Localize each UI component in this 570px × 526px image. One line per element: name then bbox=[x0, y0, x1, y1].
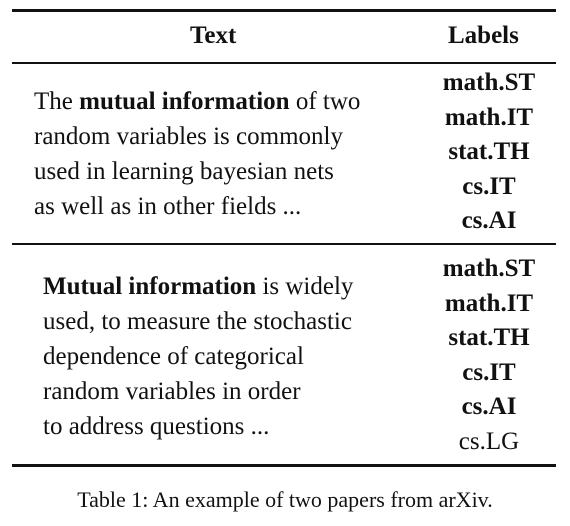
row-1-label: cs.IT bbox=[462, 172, 516, 200]
row-2-line-1-post: is widely bbox=[256, 273, 354, 300]
row-2-line-3: dependence of categorical bbox=[43, 343, 304, 370]
row-1-text: The mutual information of two random var… bbox=[34, 84, 360, 224]
row-1-label: math.IT bbox=[444, 103, 534, 131]
row-2-line-1-bold: Mutual information bbox=[43, 273, 257, 300]
row-2-labels: math.ST math.IT stat.TH cs.IT cs.AI cs.L… bbox=[409, 252, 569, 459]
row-2-label: stat.TH bbox=[448, 324, 530, 351]
row-2-line-1: Mutual information is widely bbox=[43, 269, 353, 304]
row-2-line-5: to address questions ... bbox=[43, 413, 270, 440]
row-2-label: cs.AI bbox=[461, 393, 517, 420]
row-1-label: stat.TH bbox=[448, 138, 530, 165]
header-rule bbox=[12, 62, 556, 64]
row-2-label: math.IT bbox=[444, 289, 534, 317]
row-2-label: math.ST bbox=[442, 255, 536, 282]
row-1-line-2: random variables is commonly bbox=[34, 123, 343, 150]
row-1-label: math.ST bbox=[442, 69, 536, 96]
row-1-labels: math.ST math.IT stat.TH cs.IT cs.AI bbox=[409, 66, 569, 239]
row-1-line-1-bold: mutual information bbox=[79, 88, 290, 115]
row-2-line-2: used, to measure the stochastic bbox=[43, 308, 352, 335]
table-caption: Table 1: An example of two papers from a… bbox=[77, 487, 493, 512]
row-2-line-4: random variables in order bbox=[43, 378, 301, 405]
row-2-text: Mutual information is widely used, to me… bbox=[43, 269, 353, 444]
row-1-label: cs.AI bbox=[461, 207, 517, 234]
row-1-line-1-post: of two bbox=[289, 88, 361, 115]
row-1-line-1: The mutual information of two bbox=[34, 84, 360, 119]
row-1-line-1-pre: The bbox=[34, 88, 80, 115]
row-2-label: cs.IT bbox=[462, 358, 516, 386]
column-header-labels: Labels bbox=[448, 22, 519, 49]
row-2-label: cs.LG bbox=[458, 427, 520, 455]
table-top-rule bbox=[12, 9, 556, 12]
row-separator-rule bbox=[12, 243, 556, 245]
table-bottom-rule bbox=[12, 464, 556, 467]
row-1-line-3: used in learning bayesian nets bbox=[34, 158, 334, 185]
column-header-text: Text bbox=[190, 22, 237, 49]
row-1-line-4: as well as in other fields ... bbox=[34, 193, 302, 220]
